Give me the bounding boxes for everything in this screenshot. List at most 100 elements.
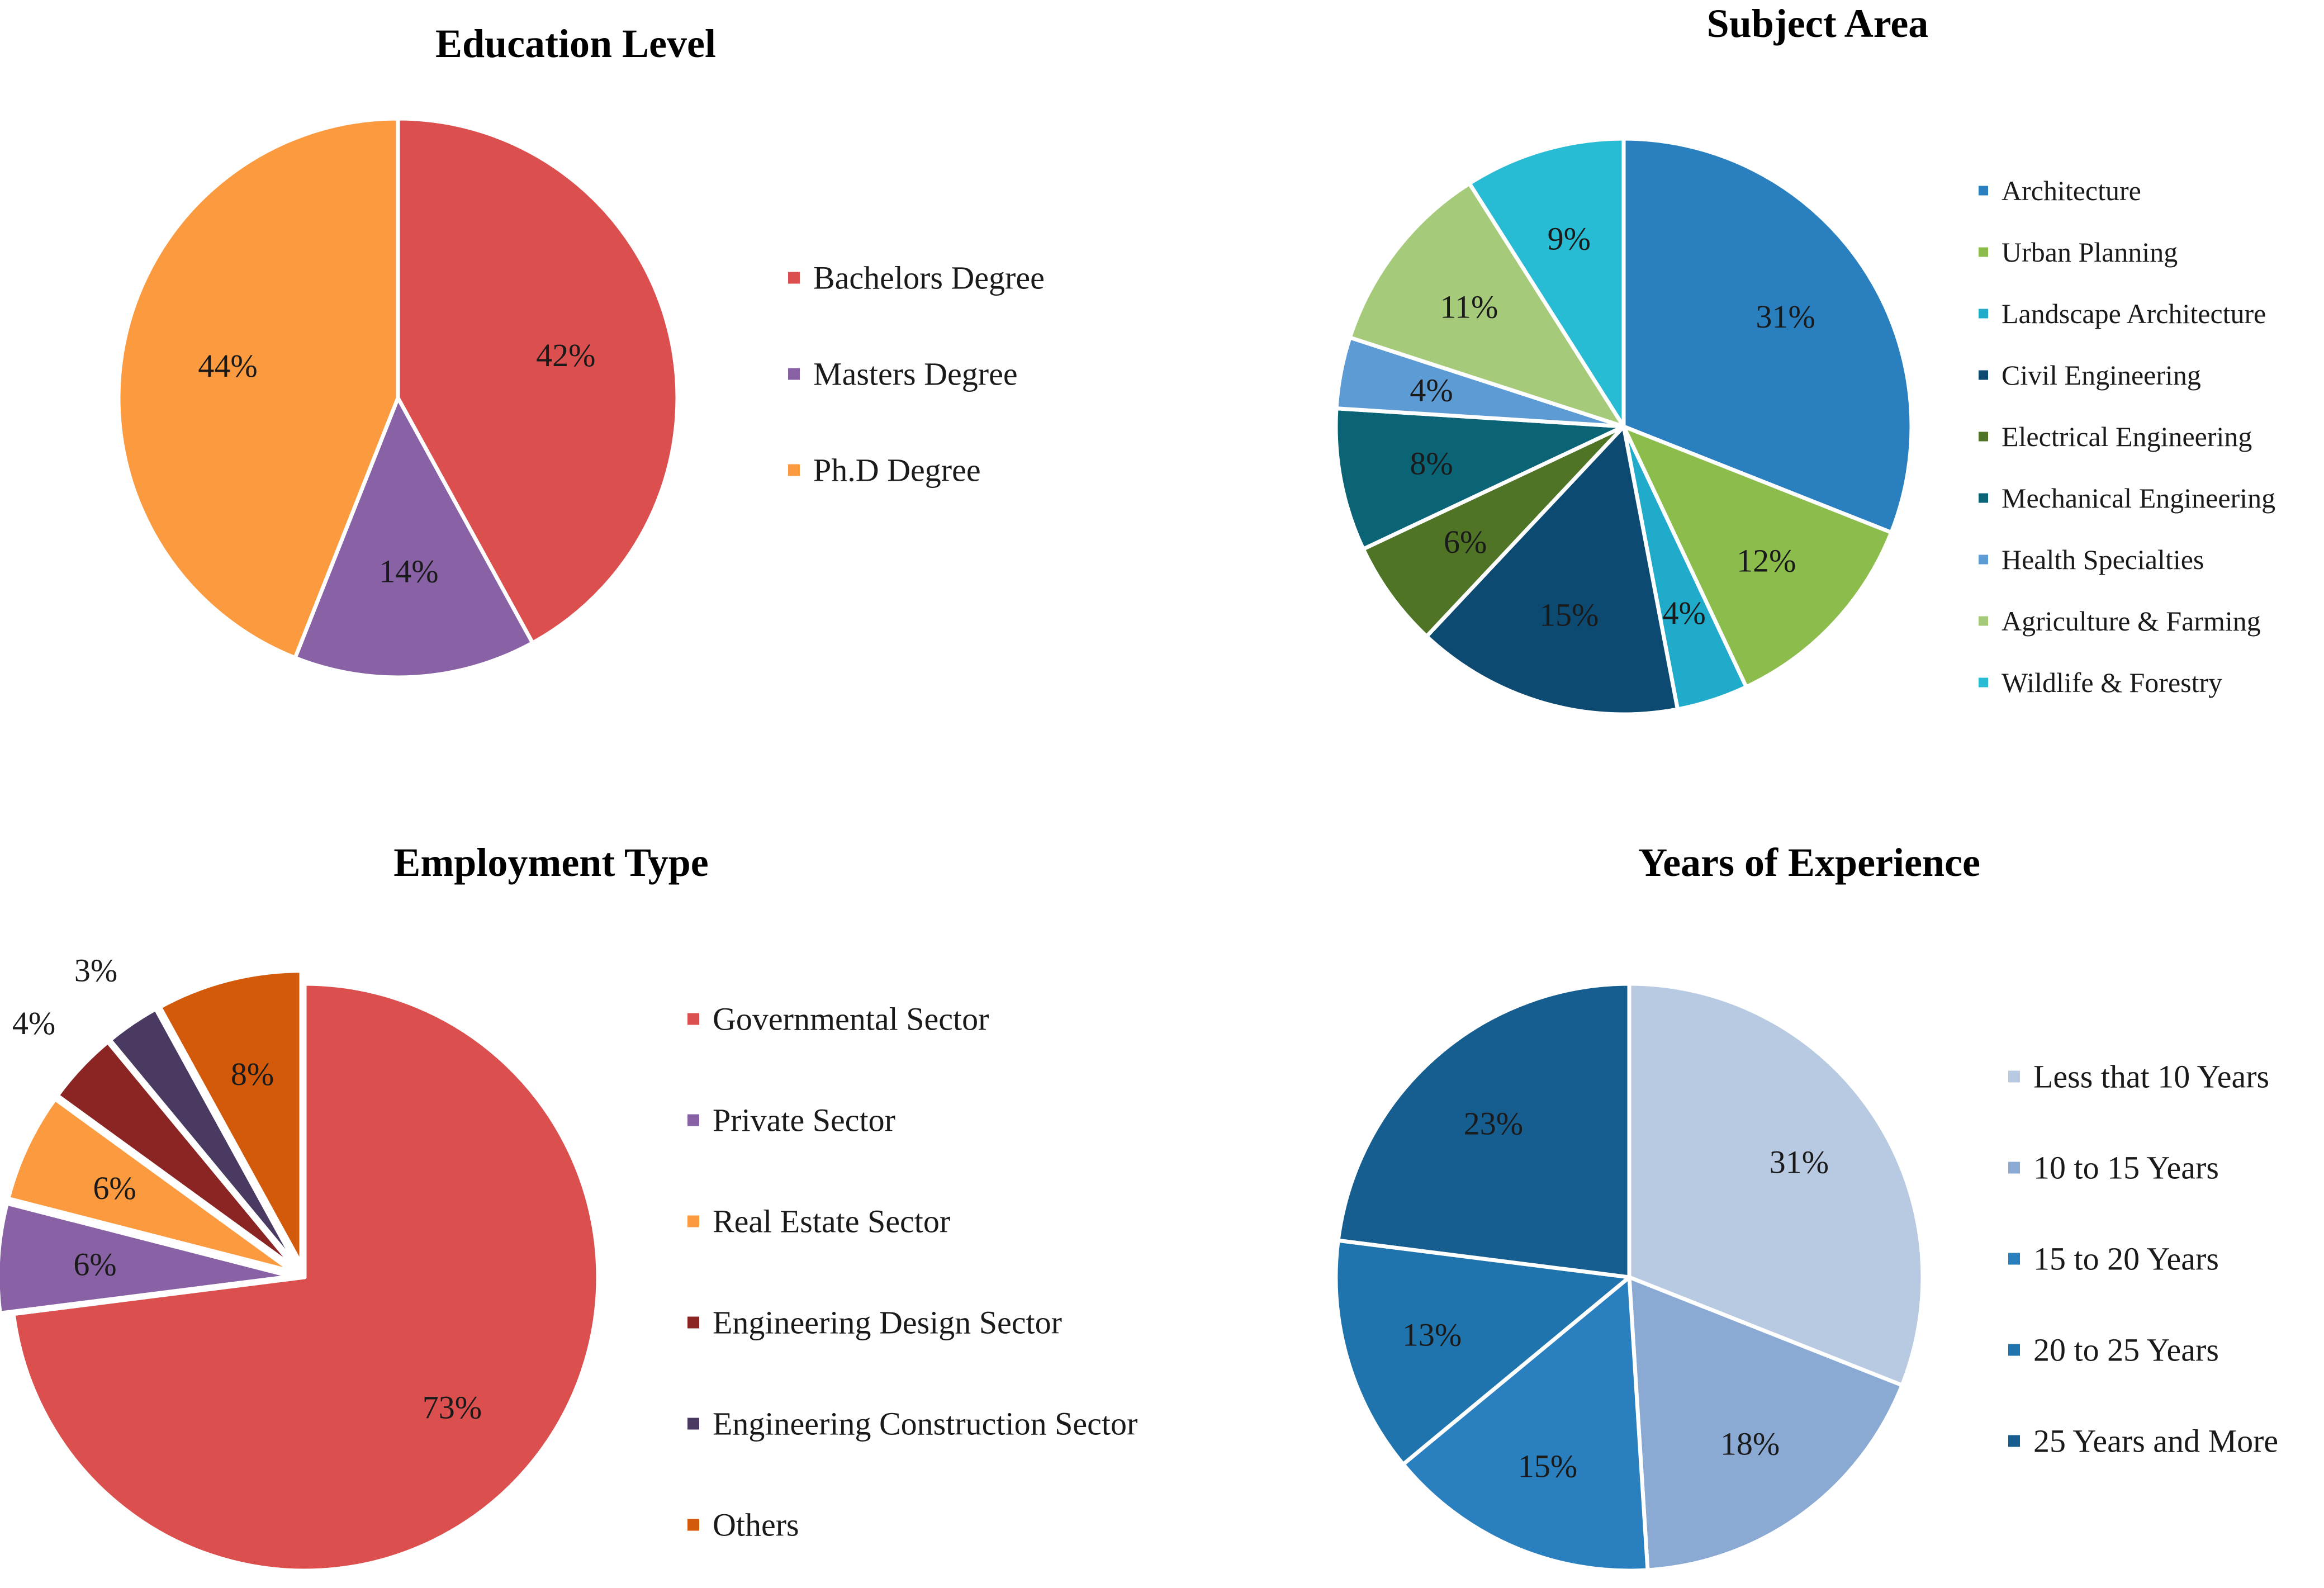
data-label: 6% [93, 1170, 136, 1206]
pie-slice [1334, 1238, 1631, 1467]
pie-plot: 31% 18% 15% 13% 23% [1334, 982, 1925, 1573]
legend-swatch [1979, 370, 1988, 380]
legend-swatch [687, 1114, 699, 1126]
chart-title: Education Level [435, 21, 716, 66]
legend-entry: Bachelors Degree [813, 260, 1045, 296]
legend-entry: Governmental Sector [713, 1001, 989, 1037]
data-label: 8% [231, 1056, 274, 1092]
data-label: 15% [1518, 1448, 1577, 1484]
chart-title: Subject Area [1707, 1, 1929, 46]
pie-slice [1621, 424, 1894, 689]
legend-swatch [2008, 1344, 2020, 1356]
legend-swatch [788, 464, 800, 476]
legend-swatch [788, 272, 800, 284]
chart-years-of-experience: Years of Experience 31% 18% 15% 13% 23% Less… [1334, 840, 2278, 1573]
legend-swatch [2008, 1070, 2020, 1083]
data-label: 31% [1756, 298, 1815, 335]
data-label: 44% [198, 348, 257, 384]
pie-slice [1627, 1275, 1904, 1572]
data-label: 13% [1402, 1317, 1462, 1353]
pie-slice [293, 396, 535, 680]
legend-swatch [1979, 186, 1988, 196]
data-label: 42% [536, 337, 595, 373]
legend-swatch [788, 368, 800, 380]
data-label: 3% [74, 952, 117, 988]
legend-entry: 10 to 15 Years [2033, 1150, 2219, 1186]
legend-entry: 15 to 20 Years [2033, 1241, 2219, 1277]
data-label: 4% [1410, 372, 1453, 408]
legend-entry: Urban Planning [2002, 236, 2178, 268]
data-label: 31% [1770, 1144, 1829, 1180]
legend: Architecture Urban Planning Landscape Arch… [1979, 175, 2275, 698]
legend-entry: Engineering Construction Sector [713, 1406, 1137, 1442]
legend-swatch [1979, 493, 1988, 503]
chart-subject-area: Subject Area 31% 12% 4% 15% 6% 8% 4% 11% 9% Arch… [1334, 1, 2275, 717]
pie-plot: 42% 14% 44% [116, 116, 680, 680]
legend-entry: 20 to 25 Years [2033, 1332, 2219, 1368]
legend-entry: Mechanical Engineering [2002, 482, 2275, 514]
legend-entry: Private Sector [713, 1102, 895, 1139]
legend-entry: Landscape Architecture [2002, 298, 2266, 329]
pie-slice [1424, 424, 1680, 717]
pie-slice [0, 1201, 293, 1315]
legend-entry: Architecture [2002, 175, 2141, 206]
data-label: 18% [1720, 1425, 1780, 1462]
pie-slice [6, 1097, 295, 1274]
legend-swatch [687, 1519, 699, 1531]
pie-slice [11, 982, 600, 1573]
pie-slice [1348, 181, 1626, 429]
chart-education-level: Education Level 42% 14% 44% Bachelors Degr… [116, 21, 1045, 680]
data-label: 6% [73, 1246, 116, 1282]
data-label: 15% [1539, 596, 1599, 633]
legend-entry: Agriculture & Farming [2002, 605, 2261, 637]
legend-entry: Health Specialties [2002, 544, 2204, 575]
pie-slice [116, 116, 400, 660]
data-label: 8% [1410, 445, 1453, 482]
pie-slice [396, 116, 680, 645]
data-label: 4% [1663, 595, 1706, 631]
legend-swatch [1979, 309, 1988, 319]
legend-entry: Civil Engineering [2002, 359, 2201, 391]
legend-swatch [687, 1013, 699, 1025]
data-label: 73% [423, 1390, 482, 1426]
data-label: 9% [1548, 221, 1591, 257]
legend-entry: Real Estate Sector [713, 1203, 950, 1240]
pie-slice [158, 969, 303, 1267]
data-label: 12% [1737, 543, 1796, 579]
legend-swatch [687, 1215, 699, 1227]
legend-entry: Masters Degree [813, 356, 1018, 392]
pie-slice [55, 1040, 297, 1271]
data-label: 6% [1444, 524, 1487, 560]
legend-swatch [1979, 247, 1988, 257]
legend-swatch [687, 1316, 699, 1329]
pie-slice [108, 1007, 300, 1268]
pie-slice [1621, 136, 1914, 535]
pie-slice [1336, 982, 1631, 1279]
legend-swatch [2008, 1253, 2020, 1265]
legend-swatch [1979, 677, 1988, 688]
legend: Governmental Sector Private Sector Real Es… [687, 1001, 1137, 1543]
chart-employment-type: Employment Type 73% 6% 6% 4% 3% 8% Government… [0, 840, 1137, 1573]
legend: Less that 10 Years 10 to 15 Years 15 to 20… [2008, 1059, 2278, 1459]
legend-entry: Engineering Design Sector [713, 1305, 1062, 1341]
legend-swatch [687, 1418, 699, 1430]
data-label: 4% [12, 1005, 55, 1041]
pie-plot: 73% 6% 6% 4% 3% 8% [0, 952, 600, 1573]
pie-slice [1627, 982, 1925, 1387]
pie-slice [1361, 424, 1626, 638]
legend-swatch [2008, 1162, 2020, 1174]
data-label: 11% [1440, 288, 1498, 325]
legend-entry: Less that 10 Years [2033, 1059, 2269, 1095]
legend-entry: 25 Years and More [2033, 1423, 2278, 1459]
pie-slice [1334, 406, 1626, 551]
legend-entry: Ph.D Degree [813, 452, 981, 489]
data-label: 14% [379, 553, 438, 589]
pie-slice [1467, 136, 1626, 429]
chart-title: Employment Type [393, 840, 708, 885]
legend: Bachelors Degree Masters Degree Ph.D Degre… [788, 260, 1045, 489]
legend-swatch [1979, 554, 1988, 565]
data-label: 23% [1464, 1105, 1523, 1141]
legend-entry: Others [713, 1507, 799, 1543]
chart-title: Years of Experience [1638, 840, 1980, 885]
